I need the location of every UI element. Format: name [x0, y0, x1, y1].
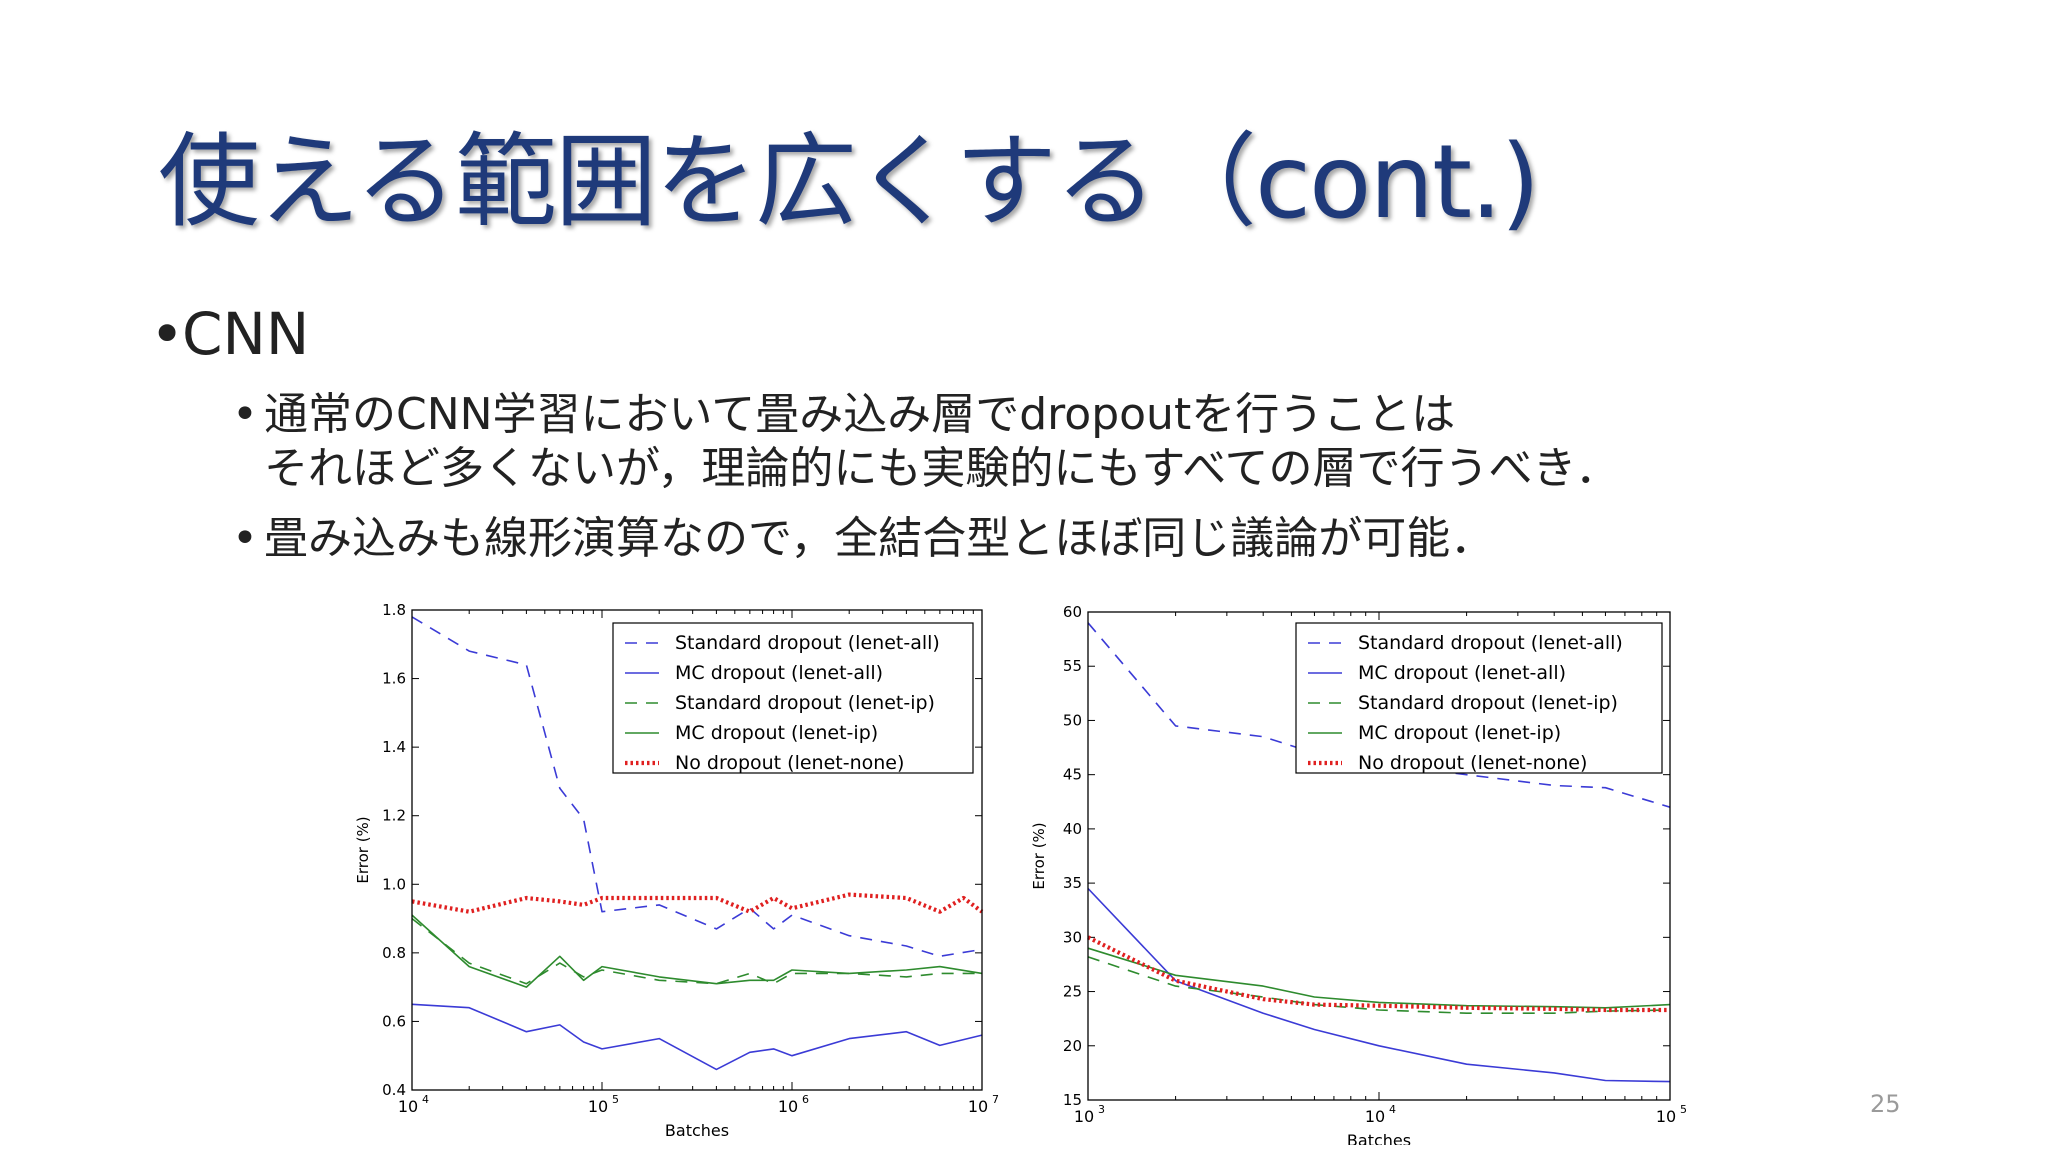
y-tick-label: 20: [1063, 1037, 1082, 1055]
sub-bullet-2: • 畳み込みも線形演算なので，全結合型とほぼ同じ議論が可能．: [232, 512, 1494, 566]
series-line-4: [1087, 947, 1671, 1009]
y-tick-label: 35: [1063, 874, 1082, 892]
y-tick-label: 0.6: [382, 1012, 406, 1030]
x-tick-label: 10: [778, 1097, 798, 1116]
y-tick-label: 1.8: [382, 601, 406, 619]
legend-label-1: Standard dropout (lenet-all): [1358, 632, 1623, 654]
x-tick-label: 10: [1365, 1107, 1385, 1126]
legend-label-5: No dropout (lenet-none): [675, 752, 904, 774]
bullet-cnn: •CNN: [150, 300, 309, 368]
plot-frame: [1087, 611, 1671, 1101]
sub-bullet-1: • 通常のCNN学習において畳み込み層でdropoutを行うことは それほど多くな…: [232, 388, 1619, 496]
page-number: 25: [1870, 1090, 1901, 1118]
series-line-4: [411, 914, 983, 988]
x-tick-exponent: 5: [612, 1093, 619, 1106]
x-tick-exponent: 6: [802, 1093, 809, 1106]
legend-box: [612, 622, 974, 774]
y-tick-label: 0.8: [382, 944, 406, 962]
y-tick-label: 1.6: [382, 670, 406, 688]
x-tick-exponent: 4: [422, 1093, 429, 1106]
bullet-dot: •: [150, 300, 185, 368]
y-axis-label: Error (%): [354, 816, 372, 883]
legend-label-4: MC dropout (lenet-ip): [1358, 722, 1561, 744]
series-line-1: [411, 616, 983, 958]
x-tick-exponent: 4: [1389, 1103, 1396, 1116]
x-tick-exponent: 5: [1680, 1103, 1687, 1116]
chart-right-svg: 15 20 25 30 35 40 45 50 55 60 10 3 10 4 10 5 Batches Erro…: [1030, 603, 1687, 1150]
bullet-dot: •: [232, 389, 258, 440]
sub-bullet-1-line-2: それほど多くないが，理論的にも実験的にもすべての層で行うべき．: [264, 443, 1620, 494]
y-tick-label: 60: [1063, 603, 1082, 621]
y-tick-label: 50: [1063, 711, 1082, 729]
chart-right: 15 20 25 30 35 40 45 50 55 60 10 3 10 4 10 5 Batches Erro…: [1020, 595, 1700, 1150]
x-tick-label: 10: [968, 1097, 988, 1116]
y-tick-label: 1.2: [382, 807, 406, 825]
x-tick-exponent: 7: [992, 1093, 999, 1106]
series-line-3: [1087, 956, 1671, 1015]
legend-label-2: MC dropout (lenet-all): [675, 662, 883, 684]
bullet-cnn-text: CNN: [182, 300, 310, 368]
sub-bullet-1-line-1: 通常のCNN学習において畳み込み層でdropoutを行うことは: [264, 389, 1456, 440]
y-axis-label: Error (%): [1030, 822, 1048, 889]
legend-label-3: Standard dropout (lenet-ip): [675, 692, 935, 714]
y-tick-label: 25: [1063, 983, 1082, 1001]
chart-left-svg: 0.4 0.6 0.8 1.0 1.2 1.4 1.6 1.8 10 4 10 5 10 6 10 7 Batc…: [354, 601, 999, 1140]
x-tick-label: 10: [588, 1097, 608, 1116]
legend-label-3: Standard dropout (lenet-ip): [1358, 692, 1618, 714]
y-tick-label: 1.4: [382, 738, 406, 756]
plot-frame: [411, 609, 983, 1091]
series-line-3: [411, 917, 982, 985]
series-line-5: [411, 892, 984, 914]
y-tick-label: 40: [1063, 820, 1082, 838]
legend-box: [1295, 622, 1663, 774]
y-tick-label: 0.4: [382, 1081, 406, 1099]
legend-label-1: Standard dropout (lenet-all): [675, 632, 940, 654]
y-tick-label: 15: [1063, 1091, 1082, 1109]
y-tick-label: 30: [1063, 928, 1082, 946]
x-axis-label: Batches: [665, 1121, 729, 1140]
legend-label-5: No dropout (lenet-none): [1358, 752, 1587, 774]
sub-bullet-2-text: 畳み込みも線形演算なので，全結合型とほぼ同じ議論が可能．: [264, 513, 1495, 564]
x-axis-label: Batches: [1347, 1131, 1411, 1145]
bullet-dot: •: [232, 513, 258, 564]
y-tick-label: 45: [1063, 766, 1082, 784]
y-tick-label: 55: [1063, 657, 1082, 675]
series-line-5: [1087, 935, 1670, 1013]
series-line-2: [411, 1003, 983, 1071]
slide-title: 使える範囲を広くする（cont.): [158, 123, 1540, 242]
legend-label-2: MC dropout (lenet-all): [1358, 662, 1566, 684]
legend-label-4: MC dropout (lenet-ip): [675, 722, 878, 744]
chart-left: 0.4 0.6 0.8 1.0 1.2 1.4 1.6 1.8 10 4 10 5 10 6 10 7 Batc…: [340, 595, 1020, 1149]
y-tick-label: 1.0: [382, 875, 406, 893]
x-tick-label: 10: [1656, 1107, 1676, 1126]
x-tick-label: 10: [398, 1097, 418, 1116]
x-tick-exponent: 3: [1098, 1103, 1105, 1116]
series-line-2: [1087, 887, 1671, 1083]
x-tick-label: 10: [1074, 1107, 1094, 1126]
